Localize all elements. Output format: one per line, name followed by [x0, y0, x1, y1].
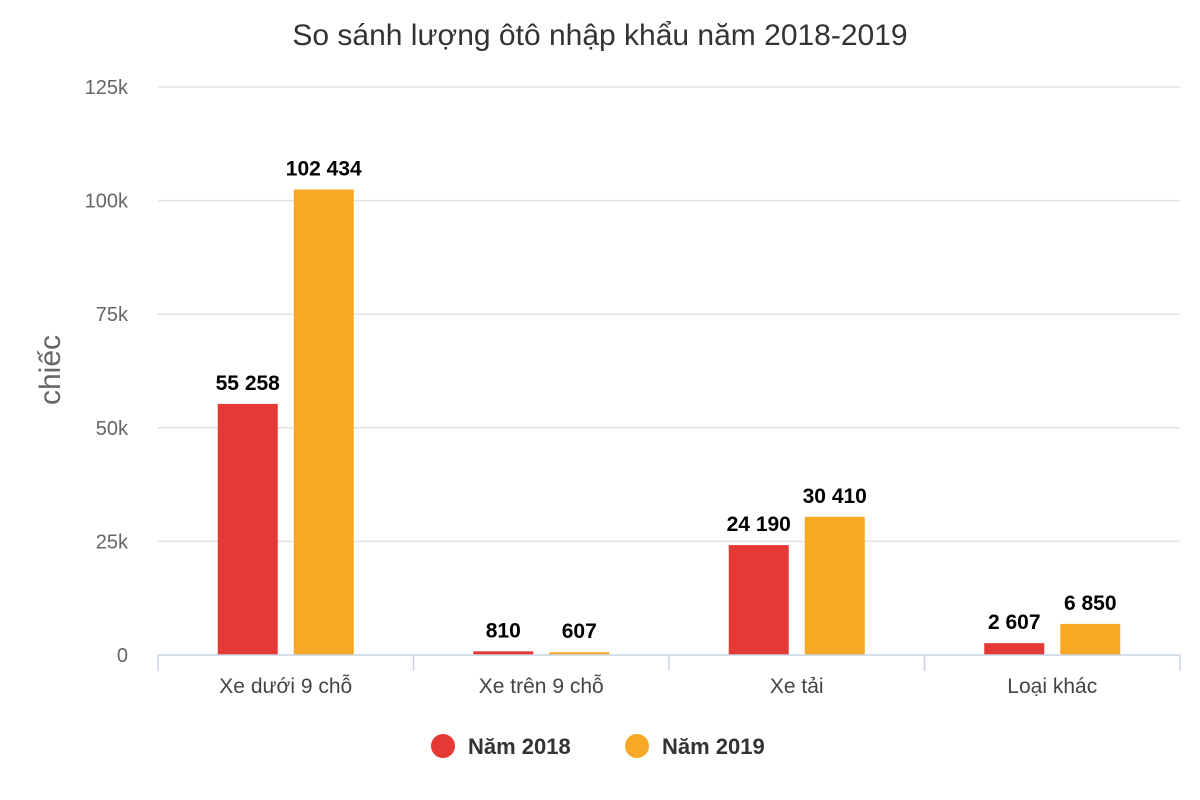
y-axis-label: chiếc	[34, 335, 67, 405]
bar[interactable]	[728, 545, 789, 655]
bar[interactable]	[549, 652, 610, 655]
y-tick-label: 0	[117, 645, 128, 667]
data-label: 55 258	[216, 372, 281, 395]
bar[interactable]	[293, 189, 354, 655]
data-label: 102 434	[286, 158, 362, 181]
chart-title: So sánh lượng ôtô nhập khẩu năm 2018-201…	[292, 19, 907, 52]
data-labels: 55 258 810 24 190 2 607 102 434 607 30 410 6 85…	[216, 158, 1117, 644]
data-label: 24 190	[727, 513, 791, 536]
bar[interactable]	[473, 651, 534, 655]
bars	[217, 189, 1121, 655]
legend-swatch	[431, 734, 455, 758]
legend[interactable]: Năm 2018 Năm 2019	[431, 734, 765, 759]
y-tick-label: 25k	[96, 531, 129, 553]
y-tick-label: 50k	[96, 418, 129, 440]
legend-label: Năm 2018	[468, 734, 571, 759]
legend-item[interactable]: Năm 2019	[625, 734, 765, 759]
data-label: 607	[562, 620, 597, 643]
y-tick-label: 75k	[96, 304, 129, 326]
bar[interactable]	[984, 643, 1045, 655]
legend-swatch	[625, 734, 649, 758]
bar[interactable]	[804, 516, 865, 655]
legend-item[interactable]: Năm 2018	[431, 734, 571, 759]
x-tick-label: Loại khác	[1007, 675, 1097, 698]
x-axis: Xe dưới 9 chỗ Xe trên 9 chỗ Xe tải Loại khá…	[157, 654, 1181, 698]
x-tick-label: Xe trên 9 chỗ	[479, 675, 604, 698]
bar[interactable]	[217, 403, 278, 655]
y-axis-ticks: 0 25k 50k 75k 100k 125k	[85, 77, 129, 667]
x-tick-label: Xe tải	[770, 675, 824, 698]
data-label: 6 850	[1064, 592, 1117, 615]
bar[interactable]	[1060, 623, 1121, 655]
legend-label: Năm 2019	[662, 734, 765, 759]
y-tick-label: 125k	[85, 77, 129, 99]
data-label: 30 410	[803, 485, 867, 508]
data-label: 2 607	[988, 611, 1041, 634]
y-tick-label: 100k	[85, 191, 129, 213]
data-label: 810	[486, 619, 521, 642]
x-tick-label: Xe dưới 9 chỗ	[219, 675, 352, 698]
